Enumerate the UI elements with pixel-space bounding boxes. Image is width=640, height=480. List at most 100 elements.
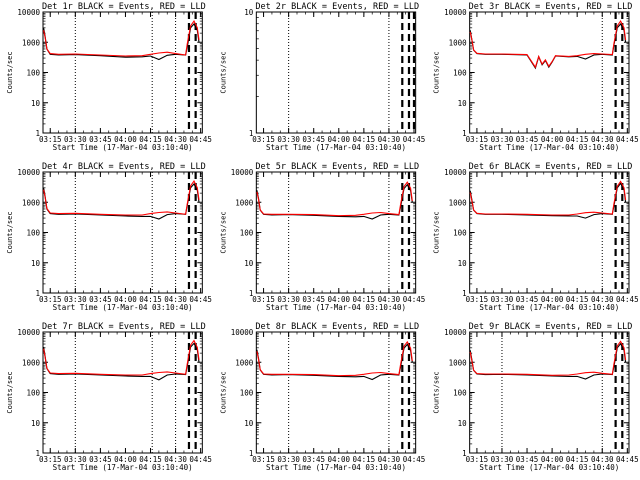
x-tick-label: 04:45 (189, 295, 212, 304)
y-tick-label: 1 (249, 129, 254, 138)
x-tick-label: 04:30 (591, 295, 614, 304)
panel-2: Det 2r BLACK = Events, RED = LLD 1 10 03:15… (219, 2, 425, 152)
x-tick-label: 04:00 (114, 135, 137, 144)
x-tick-label: 03:15 (252, 455, 275, 464)
y-tick-label: 1000 (235, 198, 254, 207)
y-tick-label: 10000 (444, 328, 467, 337)
x-tick-label: 04:00 (327, 135, 350, 144)
x-tick-label: 03:30 (277, 135, 300, 144)
x-tick-label: 04:45 (403, 455, 426, 464)
y-tick-label: 1000 (449, 38, 468, 47)
x-tick-label: 04:30 (164, 455, 187, 464)
x-tick-label: 04:15 (566, 455, 589, 464)
x-tick-label: 04:30 (378, 295, 401, 304)
x-tick-label: 04:00 (541, 135, 564, 144)
plot-frame (255, 331, 417, 454)
x-tick-label: 04:15 (566, 295, 589, 304)
x-tick-label: 03:45 (89, 295, 112, 304)
x-tick-label: 03:15 (252, 295, 275, 304)
x-tick-label: 04:45 (616, 135, 639, 144)
y-tick-label: 100 (26, 229, 40, 238)
y-tick-label: 1000 (22, 198, 41, 207)
y-tick-label: 10000 (17, 8, 40, 17)
x-tick-label: 04:45 (189, 135, 212, 144)
y-tick-label: 10000 (231, 328, 254, 337)
x-tick-label: 03:30 (277, 295, 300, 304)
plot-frame (42, 11, 203, 134)
x-tick-label: 03:30 (64, 455, 87, 464)
x-tick-label: 03:15 (39, 295, 62, 304)
panel-title: Det 1r BLACK = Events, RED = LLD (42, 2, 206, 12)
panel-4: Det 4r BLACK = Events, RED = LLD 1 10 100 10… (6, 162, 212, 312)
panel-title: Det 7r BLACK = Events, RED = LLD (42, 322, 206, 332)
x-tick-label: 04:45 (403, 295, 426, 304)
y-tick-label: 10000 (444, 168, 467, 177)
x-tick-label: 03:15 (466, 455, 489, 464)
y-tick-label: 1 (35, 289, 40, 298)
y-tick-label: 1000 (449, 358, 468, 367)
x-tick-label: 03:45 (516, 455, 539, 464)
y-axis-label: Counts/sec (6, 51, 14, 93)
panel-title: Det 8r BLACK = Events, RED = LLD (255, 322, 419, 332)
x-tick-label: 03:30 (277, 455, 300, 464)
panel-5: Det 5r BLACK = Events, RED = LLD 1 10 100 10… (219, 162, 425, 312)
y-tick-label: 10000 (444, 8, 467, 17)
y-tick-label: 10000 (17, 328, 40, 337)
y-tick-label: 100 (453, 229, 467, 238)
x-tick-label: 04:00 (327, 295, 350, 304)
y-tick-label: 10000 (231, 168, 254, 177)
x-tick-label: 03:30 (491, 135, 514, 144)
y-tick-label: 10000 (17, 168, 40, 177)
x-tick-label: 04:45 (189, 455, 212, 464)
x-tick-label: 04:15 (566, 135, 589, 144)
x-tick-label: 04:00 (541, 295, 564, 304)
panel-title: Det 3r BLACK = Events, RED = LLD (469, 2, 633, 12)
y-tick-label: 1 (249, 289, 254, 298)
y-axis-label: Counts/sec (433, 211, 441, 253)
x-tick-label: 04:30 (591, 455, 614, 464)
y-tick-label: 10 (31, 419, 41, 428)
x-tick-label: 04:15 (353, 455, 376, 464)
x-tick-label: 04:30 (591, 135, 614, 144)
y-tick-label: 10 (244, 259, 254, 268)
x-tick-label: 04:15 (139, 455, 162, 464)
y-axis-label: Counts/sec (433, 51, 441, 93)
x-tick-label: 04:15 (139, 295, 162, 304)
y-tick-label: 1000 (22, 38, 41, 47)
y-tick-label: 1 (462, 129, 467, 138)
y-tick-label: 1 (35, 449, 40, 458)
panel-3: Det 3r BLACK = Events, RED = LLD 1 10 100 10… (433, 2, 639, 152)
y-tick-label: 100 (26, 69, 40, 78)
plot-frame (255, 171, 417, 294)
panel-9: Det 9r BLACK = Events, RED = LLD 1 10 100 10… (433, 322, 639, 472)
x-tick-label: 03:15 (39, 455, 62, 464)
y-tick-label: 1000 (235, 358, 254, 367)
y-tick-label: 100 (453, 389, 467, 398)
y-tick-label: 10 (244, 419, 254, 428)
panel-6: Det 6r BLACK = Events, RED = LLD 1 10 100 10… (433, 162, 639, 312)
x-axis-label: Start Time (17-Mar-04 03:10:40) (266, 463, 406, 472)
x-tick-label: 03:45 (302, 135, 325, 144)
plot-frame (42, 331, 203, 454)
panel-title: Det 5r BLACK = Events, RED = LLD (255, 162, 419, 172)
y-tick-label: 100 (240, 229, 254, 238)
y-tick-label: 1 (249, 449, 254, 458)
y-axis-label: Counts/sec (219, 51, 227, 93)
x-tick-label: 03:30 (491, 295, 514, 304)
y-tick-label: 100 (26, 389, 40, 398)
x-tick-label: 03:30 (64, 135, 87, 144)
x-tick-label: 03:45 (89, 135, 112, 144)
y-axis-label: Counts/sec (6, 211, 14, 253)
y-tick-label: 1 (462, 289, 467, 298)
x-tick-label: 03:45 (302, 455, 325, 464)
y-axis-label: Counts/sec (6, 371, 14, 413)
x-tick-label: 03:30 (64, 295, 87, 304)
y-tick-label: 100 (240, 389, 254, 398)
x-tick-label: 04:30 (378, 455, 401, 464)
lld-series-line (469, 180, 627, 216)
y-tick-label: 1 (462, 449, 467, 458)
plot-frame (42, 171, 203, 294)
x-tick-label: 04:30 (164, 135, 187, 144)
lld-series-line (43, 180, 200, 216)
plot-frame (469, 331, 630, 454)
